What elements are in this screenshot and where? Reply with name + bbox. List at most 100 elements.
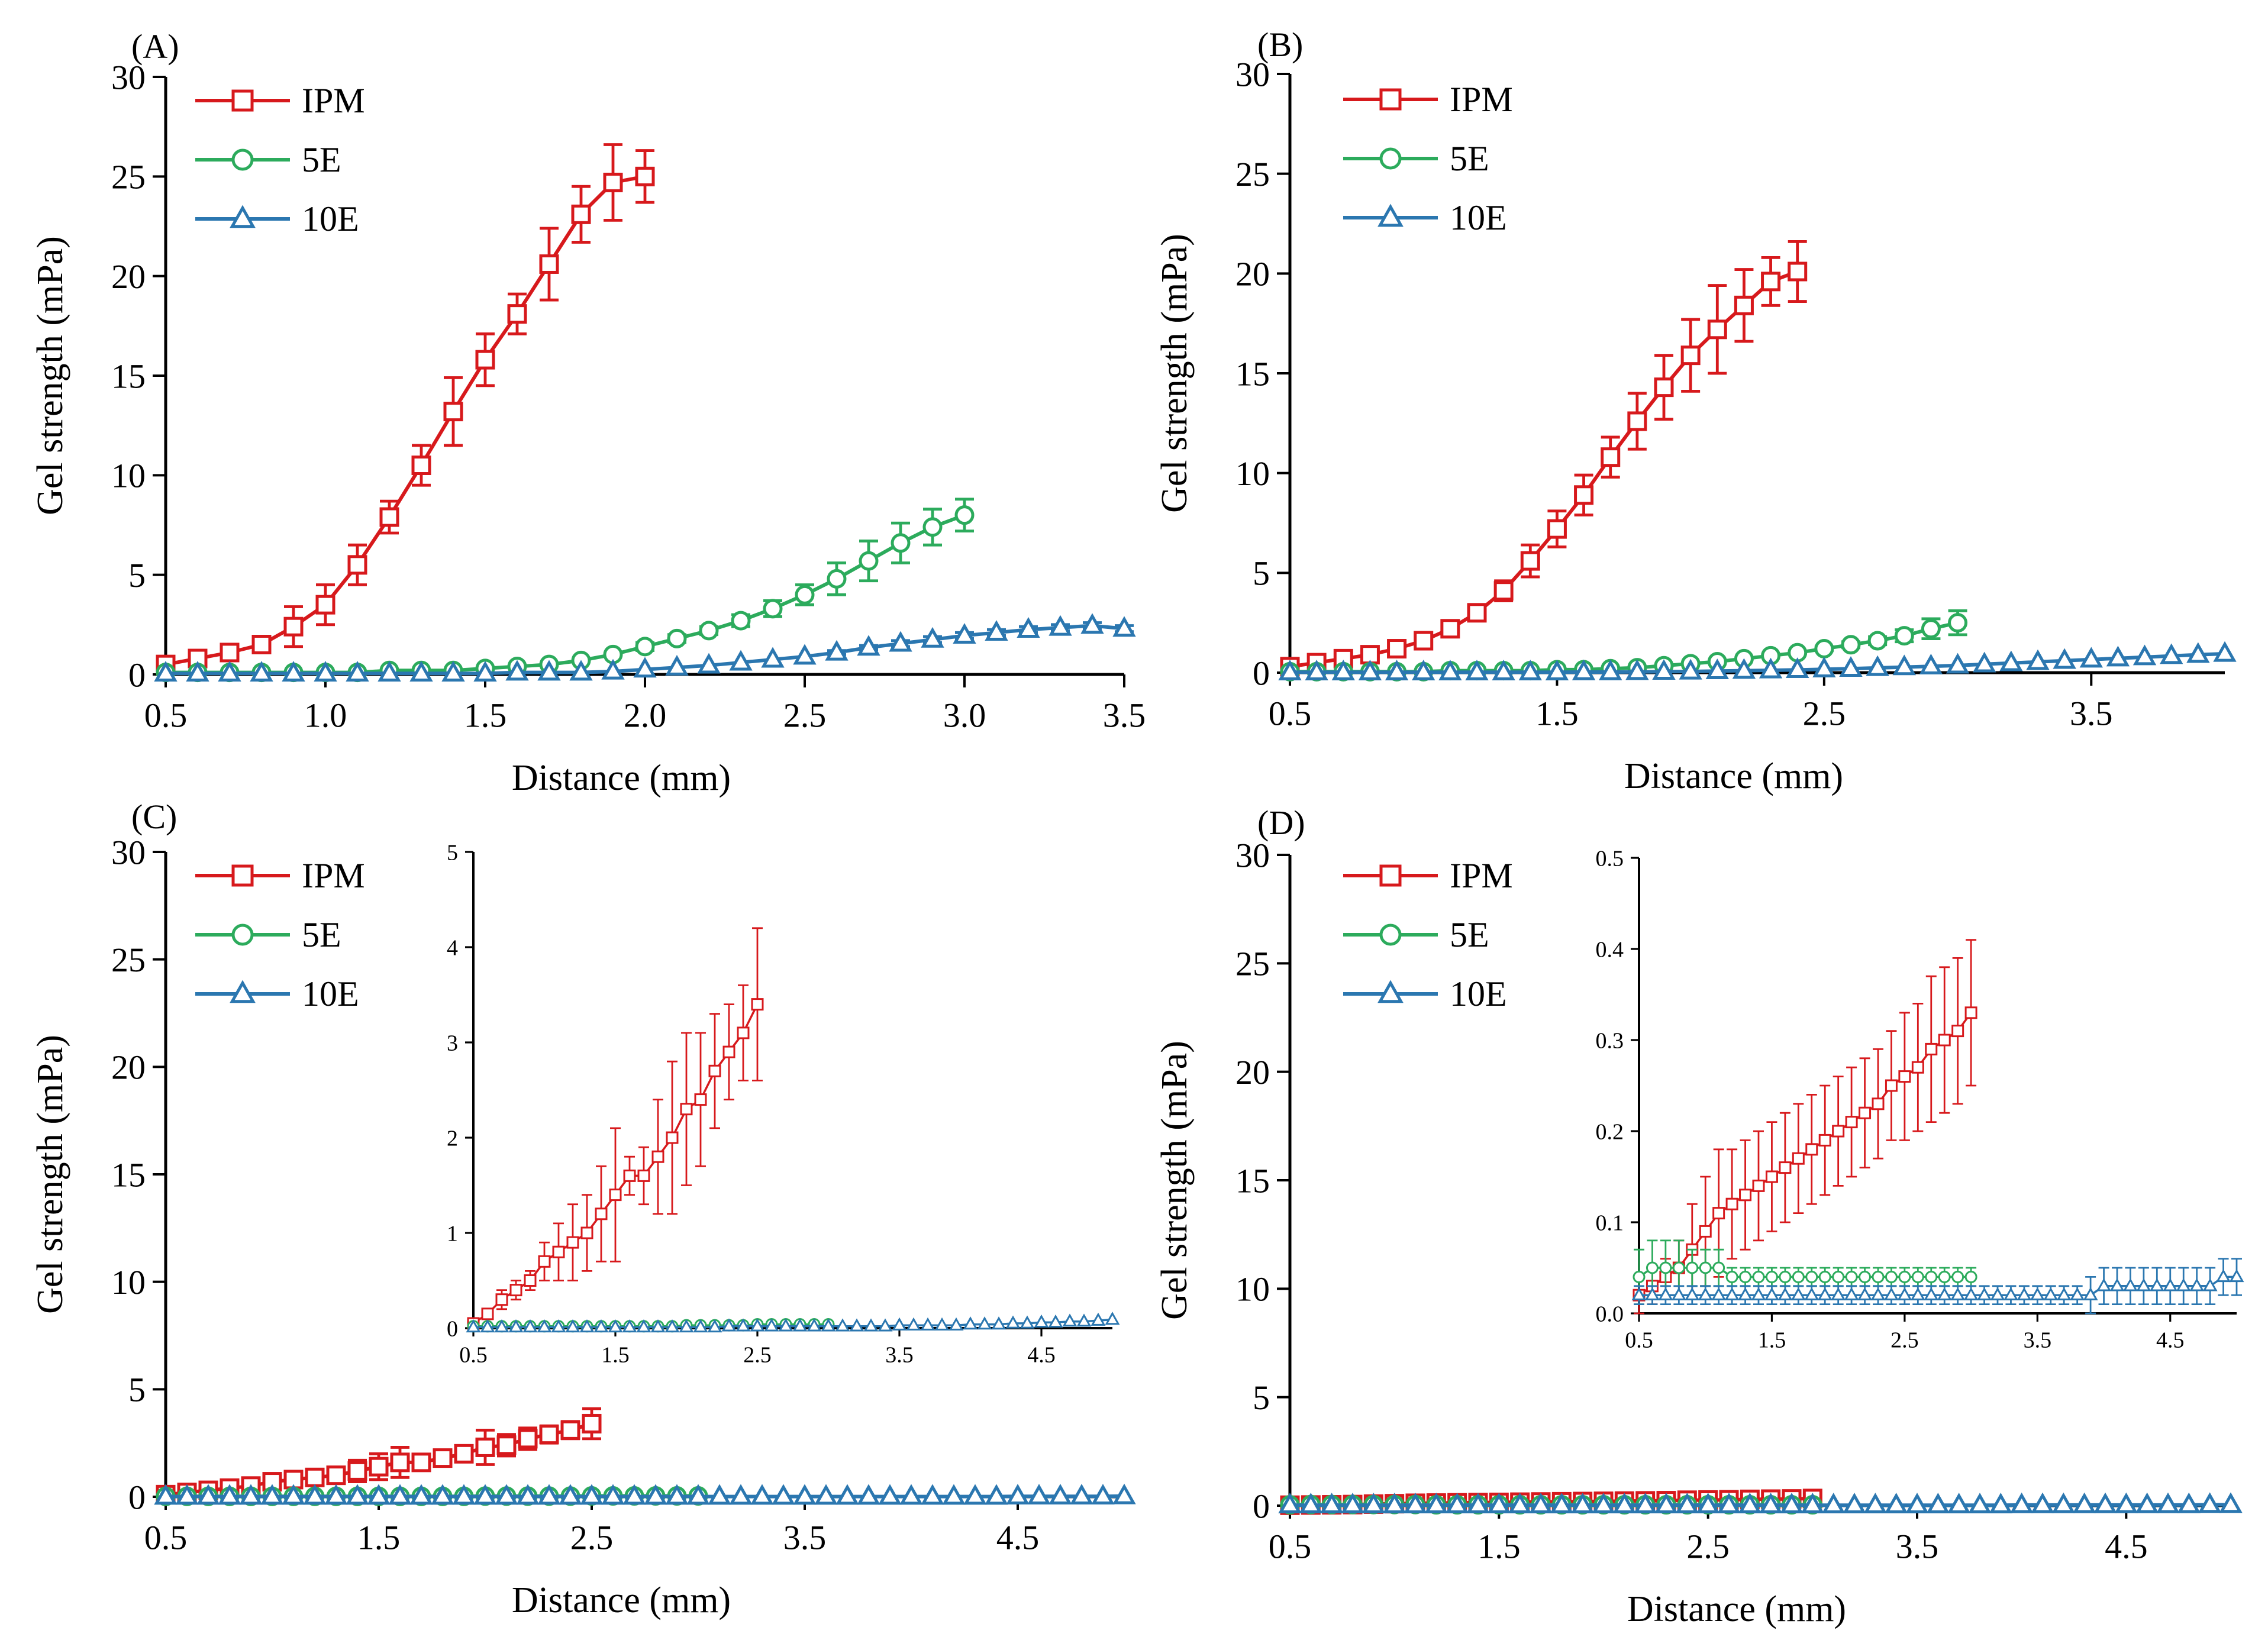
x-tick-label: 3.5 [1103,696,1146,735]
data-point-10e [889,631,912,652]
data-point-5e [1921,619,1941,639]
data-point-5e [731,611,751,631]
data-point-ipm [475,1437,495,1457]
inset-data-point-5e [1832,1270,1845,1283]
data-point-10e [175,1484,199,1505]
data-point-10e [516,1484,540,1505]
inset-data-point-10e [821,1318,836,1332]
data-point-ipm [496,1435,517,1455]
x-tick-label: 4.5 [996,1519,1040,1557]
data-point-10e [985,1484,1008,1505]
data-point-10e [1518,660,1542,681]
data-point-10e [1331,660,1355,681]
legend-label: 5E [302,915,341,954]
inset-data-point-10e [2229,1268,2244,1283]
x-tick-label: 0.5 [1269,695,1312,733]
inset-data-point-5e [1845,1270,1858,1283]
data-point-ipm [571,204,591,224]
data-point-10e [303,1484,327,1505]
data-point-10e [1424,1493,1448,1513]
series-ipm [156,143,655,674]
inset-data-point-10e [750,1318,765,1332]
data-point-10e [1738,1493,1762,1513]
inset-x-tick-label: 3.5 [885,1343,914,1368]
inset-y-tick-label: 0.4 [1596,937,1624,962]
data-point-ipm [283,616,304,637]
inset-data-point-ipm [637,1169,650,1182]
data-point-10e [1529,1493,1553,1513]
inset-data-point-10e [537,1319,552,1333]
y-tick-label: 0 [1253,1487,1270,1525]
inset-series-5e [1633,1239,1977,1306]
inset-data-point-10e [679,1319,694,1333]
data-point-ipm [635,166,655,186]
data-point-10e [2009,1492,2034,1513]
data-point-10e [1654,1493,1678,1513]
inset-data-point-10e [551,1319,566,1333]
inset-y-tick-label: 1 [447,1221,458,1246]
data-point-10e [2106,645,2130,667]
inset-data-point-5e [1911,1270,1924,1283]
x-tick-label: 2.5 [783,696,827,735]
inset-data-point-5e [1699,1261,1712,1274]
inset-data-point-10e [764,1318,779,1332]
data-point-10e [1947,1493,1971,1513]
inset-data-point-10e [1897,1287,1912,1300]
inset-data-point-10e [877,1318,893,1332]
inset-data-point-10e [2017,1287,2032,1300]
data-point-10e [2198,1492,2222,1513]
inset-data-point-10e [1685,1287,1700,1300]
inset-data-point-10e [2202,1278,2218,1291]
data-point-10e [1801,1493,1825,1513]
data-point-10e [378,661,401,682]
inset-data-point-10e [1034,1314,1049,1328]
data-point-ipm [518,1429,538,1449]
legend-marker-5e [231,924,254,946]
inset-data-point-ipm [1925,1042,1938,1055]
data-point-10e [1652,659,1676,680]
data-point-10e [921,1484,944,1505]
legend-marker-ipm [1379,864,1402,887]
inset-data-point-ipm [623,1169,636,1182]
data-point-5e [667,628,687,648]
inset-data-point-10e [735,1318,751,1332]
inset-data-point-5e [1938,1270,1951,1283]
data-point-ipm [433,1448,453,1468]
inset-data-point-10e [1804,1287,1819,1300]
data-point-10e [1732,658,1756,679]
inset-data-point-10e [2163,1278,2178,1291]
x-tick-label: 1.5 [464,696,507,735]
data-point-10e [431,1484,454,1505]
y-tick-label: 5 [1253,554,1270,593]
data-point-10e [1445,1493,1469,1513]
data-point-10e [559,1484,582,1505]
inset-x-tick-label: 2.5 [743,1343,772,1368]
inset-data-point-10e [466,1319,481,1333]
data-point-10e [1305,660,1328,681]
legend-item-5e: 5E [195,915,341,954]
data-point-10e [793,1484,817,1505]
inset-data-point-10e [949,1317,964,1331]
inset-data-point-10e [1937,1287,1952,1300]
data-point-10e [857,1484,880,1505]
x-axis-title: Distance (mm) [1627,1589,1846,1629]
legend-label: 5E [1450,915,1489,954]
data-point-10e [2053,648,2076,669]
inset-data-point-ipm [1699,1225,1712,1238]
data-point-10e [1919,654,1943,674]
inset-data-point-10e [2189,1278,2205,1291]
y-tick-label: 30 [111,58,146,96]
data-point-10e [569,660,593,681]
data-point-10e [2079,647,2103,668]
y-tick-label: 15 [1235,354,1270,393]
inset-data-point-ipm [1859,1106,1872,1119]
legend: IPM 5E 10E [195,856,365,1013]
inset-data-point-10e [2216,1268,2231,1283]
y-tick-label: 25 [1235,155,1270,193]
data-point-10e [761,647,785,668]
data-point-5e [859,551,879,571]
panel-label: (A) [131,27,179,66]
data-point-ipm [443,402,463,422]
data-point-5e [635,637,655,657]
data-point-10e [346,661,369,682]
